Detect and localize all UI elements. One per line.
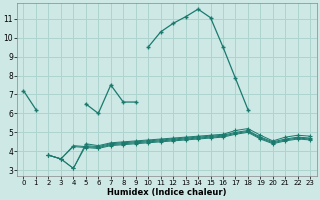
X-axis label: Humidex (Indice chaleur): Humidex (Indice chaleur) [107,188,227,197]
